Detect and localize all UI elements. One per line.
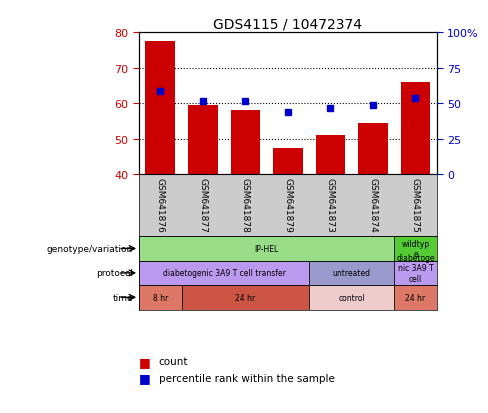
Bar bbox=[358, 123, 388, 175]
Text: untreated: untreated bbox=[333, 269, 371, 278]
Bar bbox=[188, 106, 218, 175]
Text: GSM641876: GSM641876 bbox=[156, 178, 165, 233]
Text: 8 hr: 8 hr bbox=[153, 293, 168, 302]
Text: wildtyp
e: wildtyp e bbox=[402, 239, 429, 259]
Text: control: control bbox=[338, 293, 365, 302]
Text: ■: ■ bbox=[139, 355, 151, 368]
Bar bbox=[394, 285, 437, 310]
Text: diabetoge
nic 3A9 T
cell
transfer: diabetoge nic 3A9 T cell transfer bbox=[396, 253, 435, 293]
Text: GSM641879: GSM641879 bbox=[284, 178, 292, 233]
Bar bbox=[139, 261, 309, 285]
Bar bbox=[145, 42, 175, 175]
Text: GSM641873: GSM641873 bbox=[326, 178, 335, 233]
Text: IP-HEL: IP-HEL bbox=[255, 244, 279, 253]
Text: GSM641878: GSM641878 bbox=[241, 178, 250, 233]
Text: count: count bbox=[159, 356, 188, 366]
Bar bbox=[182, 285, 309, 310]
Text: ■: ■ bbox=[139, 371, 151, 385]
Text: genotype/variation: genotype/variation bbox=[47, 244, 133, 253]
Bar bbox=[139, 285, 182, 310]
Text: percentile rank within the sample: percentile rank within the sample bbox=[159, 373, 334, 383]
Text: GSM641877: GSM641877 bbox=[198, 178, 207, 233]
Bar bbox=[309, 285, 394, 310]
Bar bbox=[394, 261, 437, 285]
Bar bbox=[316, 136, 346, 175]
Bar bbox=[139, 237, 394, 261]
Title: GDS4115 / 10472374: GDS4115 / 10472374 bbox=[213, 18, 363, 32]
Text: GSM641875: GSM641875 bbox=[411, 178, 420, 233]
Bar bbox=[401, 83, 430, 175]
Text: 24 hr: 24 hr bbox=[235, 293, 255, 302]
Text: protocol: protocol bbox=[96, 269, 133, 278]
Text: 24 hr: 24 hr bbox=[406, 293, 426, 302]
Bar bbox=[273, 148, 303, 175]
Text: diabetogenic 3A9 T cell transfer: diabetogenic 3A9 T cell transfer bbox=[163, 269, 285, 278]
Text: GSM641874: GSM641874 bbox=[368, 178, 378, 233]
Bar bbox=[309, 261, 394, 285]
Text: time: time bbox=[113, 293, 133, 302]
Bar bbox=[230, 111, 260, 175]
Bar bbox=[394, 237, 437, 261]
